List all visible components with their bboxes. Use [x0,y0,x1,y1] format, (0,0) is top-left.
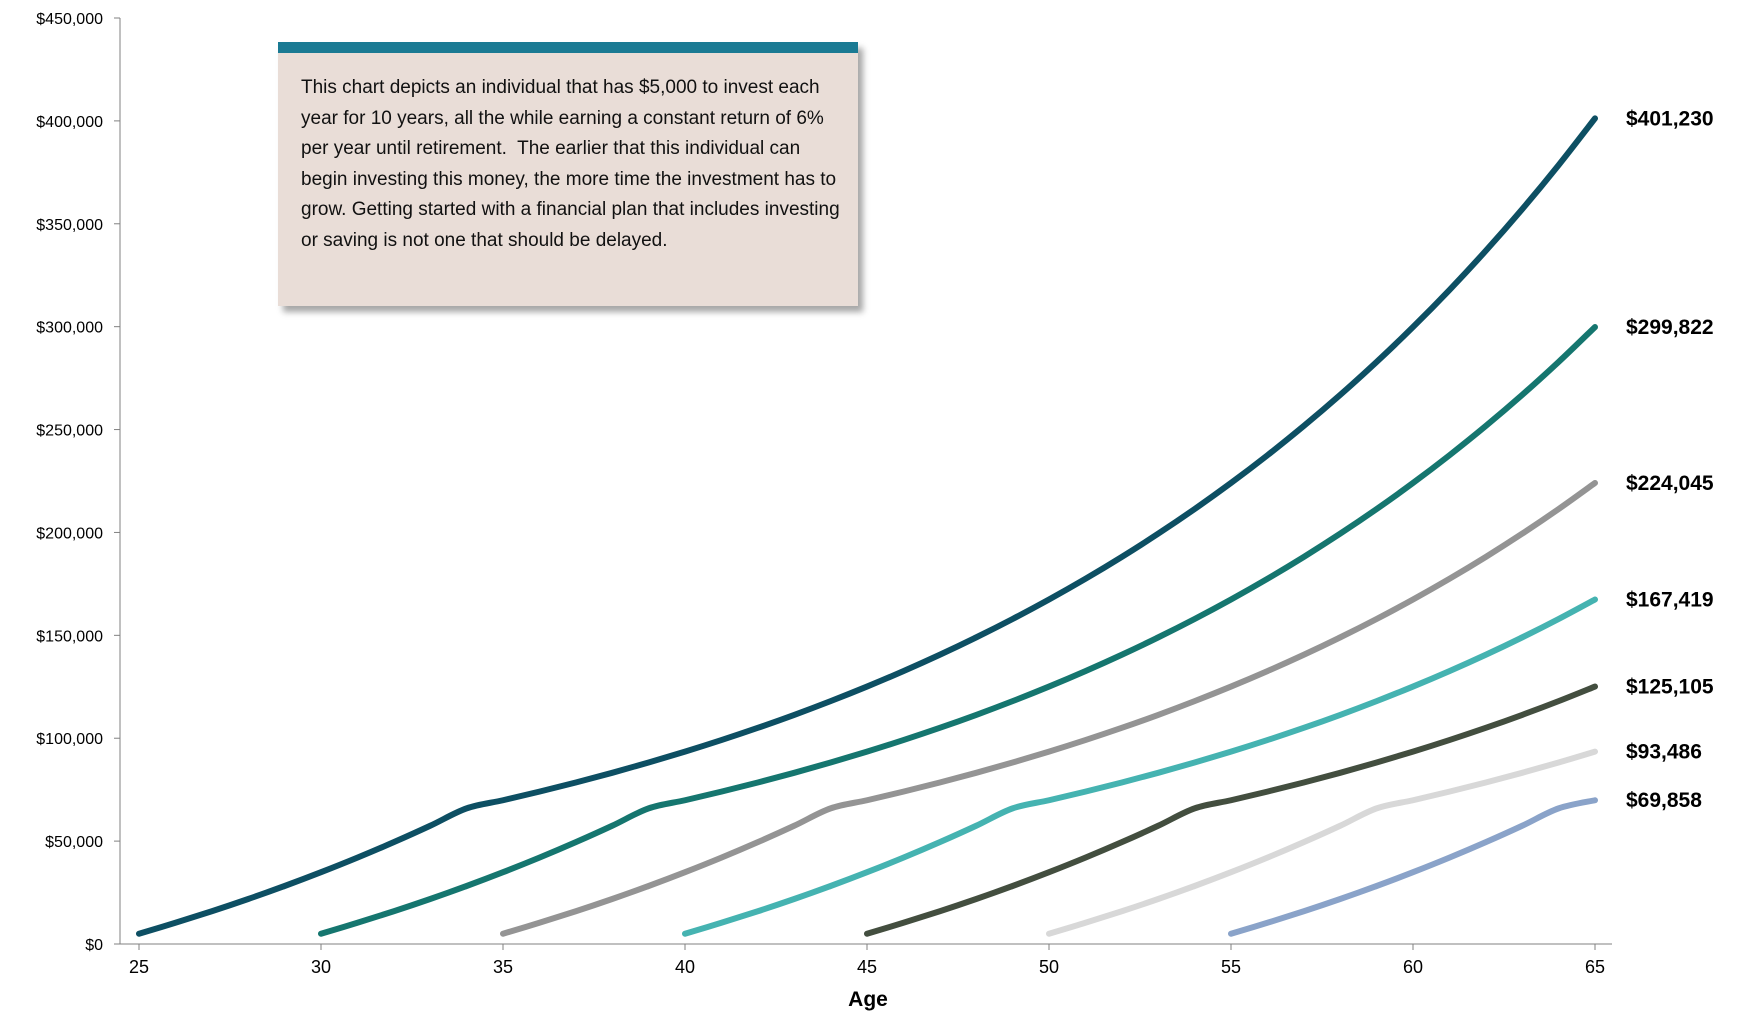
x-tick-label: 25 [129,957,149,977]
y-tick-label: $400,000 [36,114,103,131]
end-label-age-50: $93,486 [1626,741,1702,764]
y-tick-label: $50,000 [45,834,103,851]
end-label-age-55: $69,858 [1626,789,1702,812]
y-tick-label: $150,000 [36,628,103,645]
series-line-age-30 [318,324,1598,937]
x-tick-label: 45 [857,957,877,977]
annotation-box: This chart depicts an individual that ha… [278,42,858,306]
series-line-age-50 [1046,748,1598,937]
y-tick-label: $0 [85,937,103,954]
end-label-age-30: $299,822 [1626,316,1714,339]
end-label-age-25: $401,230 [1626,107,1714,130]
end-label-age-35: $224,045 [1626,472,1714,495]
annotation-text: This chart depicts an individual that ha… [301,77,845,251]
x-tick-label: 35 [493,957,513,977]
y-tick-label: $250,000 [36,423,103,440]
end-value-labels: $401,230 $299,822 $224,045 $167,419 $125,105… [1626,107,1714,812]
series-lines [136,115,1598,937]
y-tick-label: $200,000 [36,525,103,542]
series-line-age-35 [500,479,1598,937]
y-tick-label: $350,000 [36,217,103,234]
x-tick-label: 60 [1403,957,1423,977]
annotation-accent-bar [278,42,858,53]
series-line-age-45 [864,683,1598,937]
x-tick-label: 30 [311,957,331,977]
end-label-age-40: $167,419 [1626,588,1714,611]
x-tick-label: 55 [1221,957,1241,977]
series-line-age-55 [1228,797,1598,937]
x-tick-label: 50 [1039,957,1059,977]
y-tick-label: $100,000 [36,731,103,748]
axes: $0 $50,000 $100,000 $150,000 $200,000 $250,00… [36,11,1612,977]
x-tick-label: 65 [1585,957,1605,977]
series-line-age-40 [682,596,1598,937]
x-tick-label: 40 [675,957,695,977]
x-axis-label: Age [848,988,888,1011]
y-tick-label: $300,000 [36,320,103,337]
end-label-age-45: $125,105 [1626,676,1714,699]
y-tick-label: $450,000 [36,11,103,28]
series-line-age-25 [136,115,1598,937]
